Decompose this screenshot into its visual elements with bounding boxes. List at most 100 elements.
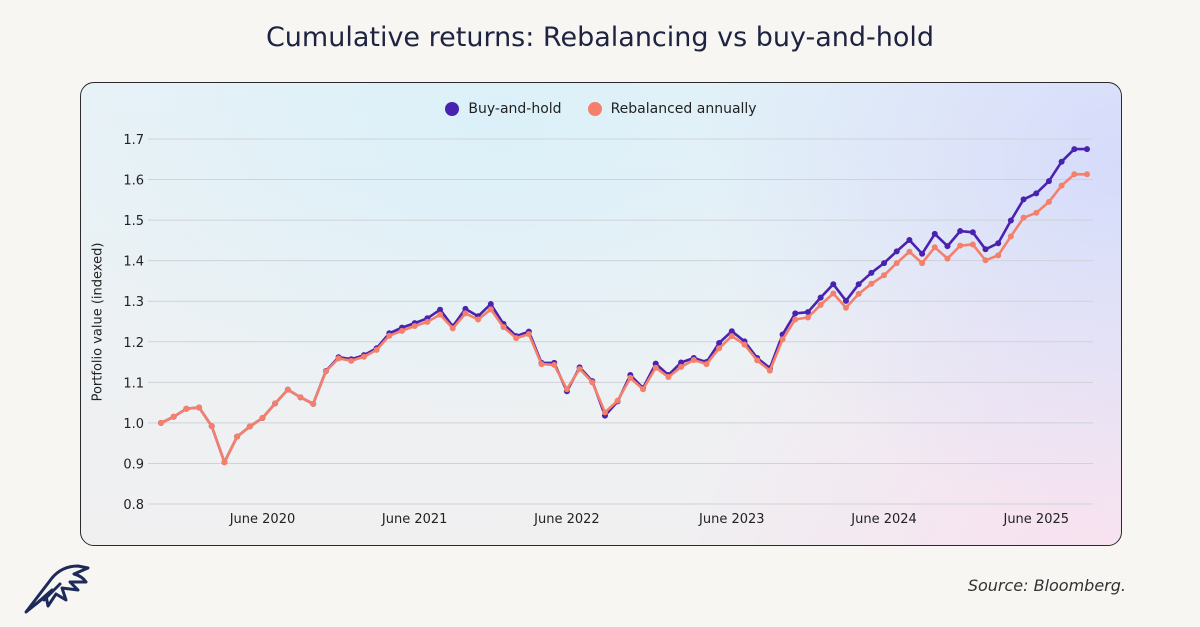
data-point-rebalanced bbox=[601, 409, 608, 416]
data-point-rebalanced bbox=[995, 252, 1002, 259]
data-point-buy-and-hold bbox=[1071, 146, 1078, 153]
data-point-rebalanced bbox=[665, 374, 672, 381]
data-point-buy-and-hold bbox=[1084, 146, 1090, 153]
data-point-rebalanced bbox=[842, 304, 849, 311]
legend-marker-rebalanced bbox=[587, 102, 602, 116]
data-point-buy-and-hold bbox=[995, 240, 1002, 247]
data-point-rebalanced bbox=[589, 379, 596, 386]
y-tick-label: 0.8 bbox=[123, 498, 144, 513]
source-note: Source: Bloomberg. bbox=[967, 576, 1126, 595]
data-point-rebalanced bbox=[272, 400, 279, 407]
data-point-buy-and-hold bbox=[842, 297, 849, 304]
data-point-rebalanced bbox=[1007, 233, 1014, 240]
data-point-rebalanced bbox=[513, 335, 520, 342]
data-point-rebalanced bbox=[246, 423, 253, 430]
data-point-buy-and-hold bbox=[487, 301, 494, 308]
data-point-rebalanced bbox=[614, 397, 621, 404]
y-tick-label: 1.6 bbox=[123, 174, 144, 189]
data-point-rebalanced bbox=[170, 413, 177, 420]
data-point-rebalanced bbox=[957, 242, 964, 249]
data-point-rebalanced bbox=[449, 325, 456, 332]
data-point-rebalanced bbox=[1084, 171, 1090, 178]
data-point-rebalanced bbox=[779, 336, 786, 343]
data-point-rebalanced bbox=[158, 419, 164, 426]
data-point-rebalanced bbox=[640, 386, 647, 393]
data-point-rebalanced bbox=[1033, 209, 1040, 216]
data-point-buy-and-hold bbox=[728, 328, 735, 335]
data-point-rebalanced bbox=[310, 400, 317, 407]
legend: Buy-and-hold Rebalanced annually bbox=[81, 101, 1121, 117]
data-point-buy-and-hold bbox=[906, 236, 913, 243]
y-tick-label: 1.4 bbox=[123, 255, 144, 270]
data-point-rebalanced bbox=[563, 386, 570, 393]
data-point-rebalanced bbox=[424, 318, 431, 325]
y-tick-label: 1.5 bbox=[123, 214, 144, 229]
x-tick-label: June 2024 bbox=[850, 512, 917, 527]
data-point-rebalanced bbox=[906, 248, 913, 255]
chart-card: Buy-and-hold Rebalanced annually bbox=[80, 82, 1122, 546]
data-point-rebalanced bbox=[183, 405, 190, 412]
data-point-rebalanced bbox=[627, 374, 634, 381]
data-point-rebalanced bbox=[234, 433, 241, 440]
legend-item-rebalanced[interactable]: Rebalanced annually bbox=[587, 101, 757, 117]
y-axis-label: Portfolio value (indexed) bbox=[90, 242, 106, 402]
data-point-buy-and-hold bbox=[919, 250, 926, 257]
data-point-rebalanced bbox=[196, 404, 203, 411]
x-tick-label: June 2022 bbox=[533, 512, 600, 527]
chart-title: Cumulative returns: Rebalancing vs buy-a… bbox=[265, 22, 935, 53]
legend-label-buy-and-hold: Buy-and-hold bbox=[468, 101, 562, 117]
y-tick-label: 0.9 bbox=[123, 457, 144, 472]
data-point-buy-and-hold bbox=[437, 306, 444, 313]
legend-item-buy-and-hold[interactable]: Buy-and-hold bbox=[445, 101, 562, 117]
data-point-rebalanced bbox=[322, 368, 329, 375]
data-point-buy-and-hold bbox=[1007, 217, 1014, 224]
data-point-rebalanced bbox=[931, 244, 938, 251]
data-point-rebalanced bbox=[728, 333, 735, 340]
data-point-rebalanced bbox=[500, 324, 507, 331]
data-point-rebalanced bbox=[284, 386, 291, 393]
data-point-buy-and-hold bbox=[944, 243, 951, 250]
data-point-rebalanced bbox=[297, 394, 304, 401]
data-point-rebalanced bbox=[716, 345, 723, 352]
series-line-rebalanced bbox=[159, 173, 1089, 464]
series-line-buy-and-hold bbox=[159, 147, 1089, 464]
data-point-rebalanced bbox=[221, 459, 228, 466]
data-point-rebalanced bbox=[475, 316, 482, 323]
data-point-buy-and-hold bbox=[855, 281, 862, 288]
data-point-buy-and-hold bbox=[817, 294, 824, 301]
data-point-buy-and-hold bbox=[982, 246, 989, 253]
data-point-buy-and-hold bbox=[1058, 158, 1065, 165]
data-point-rebalanced bbox=[462, 310, 469, 317]
data-point-rebalanced bbox=[1071, 171, 1078, 178]
data-point-buy-and-hold bbox=[931, 230, 938, 237]
data-point-rebalanced bbox=[969, 241, 976, 248]
data-point-rebalanced bbox=[208, 423, 215, 430]
data-point-buy-and-hold bbox=[881, 260, 888, 267]
data-point-buy-and-hold bbox=[792, 310, 799, 317]
data-point-rebalanced bbox=[487, 306, 494, 313]
data-point-rebalanced bbox=[817, 301, 824, 308]
y-tick-label: 1.2 bbox=[123, 336, 144, 351]
legend-marker-buy-and-hold bbox=[445, 102, 460, 116]
data-point-buy-and-hold bbox=[716, 339, 723, 346]
data-point-rebalanced bbox=[855, 290, 862, 297]
data-point-rebalanced bbox=[437, 311, 444, 318]
data-point-rebalanced bbox=[919, 260, 926, 267]
data-point-rebalanced bbox=[335, 355, 342, 362]
data-point-buy-and-hold bbox=[1045, 178, 1052, 185]
data-point-rebalanced bbox=[741, 341, 748, 348]
data-point-rebalanced bbox=[1058, 182, 1065, 189]
data-point-rebalanced bbox=[792, 316, 799, 323]
data-point-rebalanced bbox=[830, 290, 837, 297]
data-point-buy-and-hold bbox=[1033, 190, 1040, 197]
data-point-buy-and-hold bbox=[969, 229, 976, 236]
data-point-rebalanced bbox=[1020, 214, 1027, 221]
data-point-rebalanced bbox=[881, 272, 888, 279]
data-point-rebalanced bbox=[868, 280, 875, 287]
data-point-buy-and-hold bbox=[893, 248, 900, 255]
data-point-rebalanced bbox=[766, 367, 773, 374]
y-tick-label: 1.0 bbox=[123, 417, 144, 432]
data-point-buy-and-hold bbox=[957, 228, 964, 235]
data-point-rebalanced bbox=[360, 353, 367, 360]
